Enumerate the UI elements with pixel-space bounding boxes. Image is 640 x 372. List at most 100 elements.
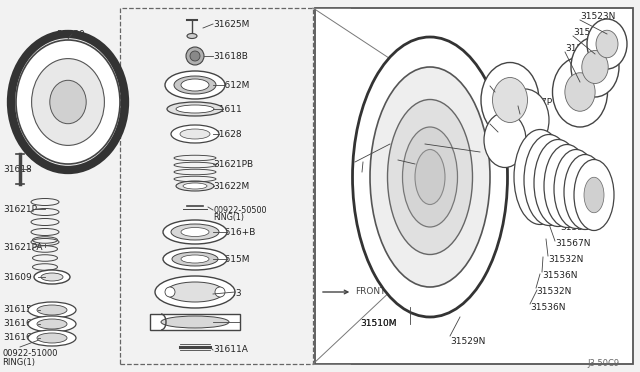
Ellipse shape <box>28 316 76 332</box>
Text: 31538N: 31538N <box>560 222 595 231</box>
Text: 31622M: 31622M <box>213 182 249 190</box>
Ellipse shape <box>37 305 67 315</box>
Ellipse shape <box>37 319 67 329</box>
Ellipse shape <box>171 125 219 143</box>
Text: 31511M: 31511M <box>365 155 401 164</box>
Ellipse shape <box>415 150 445 205</box>
Ellipse shape <box>171 224 219 240</box>
Text: 31536N: 31536N <box>542 272 577 280</box>
Ellipse shape <box>565 73 595 111</box>
Ellipse shape <box>544 144 590 228</box>
Ellipse shape <box>176 105 214 113</box>
Text: 31532N: 31532N <box>548 256 584 264</box>
Text: 31611A: 31611A <box>213 346 248 355</box>
Text: 31623: 31623 <box>213 289 242 298</box>
Polygon shape <box>150 314 240 330</box>
Text: 31616+B: 31616+B <box>213 228 255 237</box>
Ellipse shape <box>534 140 582 227</box>
Ellipse shape <box>31 59 104 145</box>
Text: 31567N: 31567N <box>555 240 591 248</box>
Ellipse shape <box>554 150 598 228</box>
Ellipse shape <box>556 165 579 207</box>
Ellipse shape <box>161 316 229 328</box>
Text: 31621PA: 31621PA <box>3 243 42 251</box>
Text: 31611: 31611 <box>213 105 242 113</box>
Text: FRONT: FRONT <box>323 288 385 296</box>
Text: RING(1): RING(1) <box>213 212 244 221</box>
Ellipse shape <box>527 153 553 201</box>
Ellipse shape <box>34 270 70 284</box>
Text: 00922-50500: 00922-50500 <box>213 205 266 215</box>
Ellipse shape <box>163 220 227 244</box>
Text: 31532N: 31532N <box>536 288 572 296</box>
Text: 31536N: 31536N <box>530 304 566 312</box>
Ellipse shape <box>166 282 224 302</box>
Circle shape <box>215 287 225 297</box>
Text: 31621P: 31621P <box>3 205 37 214</box>
Text: 31523N: 31523N <box>580 12 616 20</box>
Ellipse shape <box>370 67 490 287</box>
Ellipse shape <box>552 57 607 127</box>
Text: 31529N: 31529N <box>450 337 485 346</box>
Ellipse shape <box>484 112 526 167</box>
Text: 31552N: 31552N <box>573 28 609 36</box>
Text: 31628: 31628 <box>213 129 242 138</box>
Text: 31516P: 31516P <box>390 140 424 148</box>
Ellipse shape <box>28 302 76 318</box>
Text: 31511M: 31511M <box>363 157 399 167</box>
Text: 31616+A: 31616+A <box>3 334 45 343</box>
Text: 00922-51000: 00922-51000 <box>2 350 58 359</box>
Text: 31510M: 31510M <box>360 320 397 328</box>
Ellipse shape <box>163 248 227 270</box>
Text: 31516P: 31516P <box>390 140 424 148</box>
Circle shape <box>186 47 204 65</box>
Circle shape <box>165 287 175 297</box>
Text: 31621PB: 31621PB <box>213 160 253 169</box>
Ellipse shape <box>181 79 209 91</box>
Ellipse shape <box>181 255 209 263</box>
Ellipse shape <box>481 62 539 138</box>
Text: RING(1): RING(1) <box>2 357 35 366</box>
Ellipse shape <box>596 30 618 58</box>
Text: 31609: 31609 <box>3 273 32 282</box>
Ellipse shape <box>28 330 76 346</box>
Ellipse shape <box>564 154 606 230</box>
Text: 31517P: 31517P <box>518 97 552 106</box>
Text: 31618B: 31618B <box>213 51 248 61</box>
Ellipse shape <box>501 89 549 151</box>
Ellipse shape <box>180 129 210 139</box>
Ellipse shape <box>546 161 570 205</box>
Ellipse shape <box>176 181 214 191</box>
Ellipse shape <box>587 19 627 69</box>
Text: 31615M: 31615M <box>213 254 250 263</box>
Text: J3 50C9: J3 50C9 <box>588 359 620 369</box>
Text: 31510M: 31510M <box>360 320 397 328</box>
Ellipse shape <box>50 80 86 124</box>
Text: 31691: 31691 <box>213 317 242 327</box>
Ellipse shape <box>536 157 561 203</box>
Ellipse shape <box>181 228 209 237</box>
Text: 31612M: 31612M <box>213 80 250 90</box>
Ellipse shape <box>183 183 207 189</box>
Ellipse shape <box>16 40 120 164</box>
Ellipse shape <box>387 99 472 254</box>
Ellipse shape <box>353 37 508 317</box>
Text: 31552NA: 31552NA <box>565 44 607 52</box>
Ellipse shape <box>187 33 197 38</box>
Ellipse shape <box>174 76 216 94</box>
FancyBboxPatch shape <box>315 8 633 364</box>
Ellipse shape <box>584 177 604 213</box>
Ellipse shape <box>167 102 223 116</box>
Ellipse shape <box>514 129 566 224</box>
Ellipse shape <box>574 160 614 231</box>
Ellipse shape <box>565 169 587 209</box>
Ellipse shape <box>41 273 63 281</box>
Ellipse shape <box>37 333 67 343</box>
Circle shape <box>190 51 200 61</box>
Ellipse shape <box>155 276 235 308</box>
Text: 31618: 31618 <box>3 164 32 173</box>
Ellipse shape <box>582 51 608 83</box>
Ellipse shape <box>403 127 458 227</box>
Text: 31616: 31616 <box>3 320 32 328</box>
Ellipse shape <box>165 71 225 99</box>
